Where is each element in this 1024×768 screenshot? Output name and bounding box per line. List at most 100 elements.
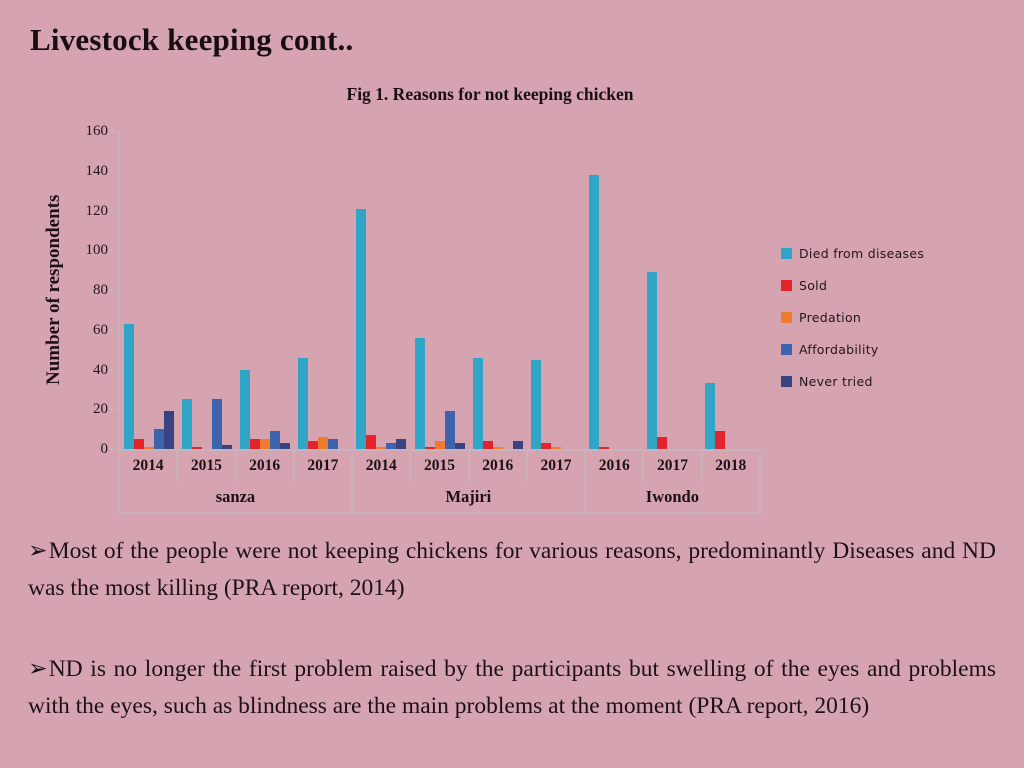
bar-affordability [154, 429, 165, 449]
bar-never-tried [454, 443, 465, 449]
y-tick-label: 100 [85, 242, 109, 259]
bar-predation [260, 439, 271, 449]
legend-swatch-icon [781, 376, 792, 387]
bar-sold [540, 443, 551, 449]
bar-sold [482, 441, 493, 449]
bar-group-2017 [527, 131, 585, 449]
bar-affordability [270, 431, 281, 449]
slide-title: Livestock keeping cont.. [30, 22, 354, 57]
arrow-bullet-icon: ➢ [28, 538, 48, 564]
year-label: 2016 [467, 451, 526, 481]
legend-item: Never tried [781, 374, 924, 389]
bar-group-2015 [410, 131, 468, 449]
y-tick-mark [109, 448, 116, 450]
region-label-sanza: sanza [215, 486, 256, 506]
bullet-text: Most of the people were not keeping chic… [28, 538, 996, 601]
bar-predation [550, 447, 561, 449]
legend-swatch-icon [781, 312, 792, 323]
bar-died-from-diseases [298, 357, 309, 449]
year-label: 2015 [409, 451, 467, 481]
category-axis: 2014 2015 2016 2017 2014 2015 2016 2017 2016 2017… [118, 451, 761, 514]
y-tick-mark [109, 368, 116, 371]
bar-affordability [444, 411, 455, 449]
bar-affordability [328, 439, 339, 449]
bar-group-2014 [352, 131, 410, 449]
bar-predation [434, 441, 445, 449]
bar-sold [656, 437, 667, 449]
y-tick-mark [109, 130, 116, 132]
year-label: 2014 [351, 451, 409, 481]
arrow-bullet-icon: ➢ [28, 656, 48, 682]
y-tick-mark [109, 328, 116, 331]
legend-item: Affordability [781, 342, 924, 357]
bar-affordability [386, 443, 397, 449]
legend-label: Sold [799, 278, 828, 293]
year-label: 2017 [525, 451, 584, 481]
bar-predation [144, 447, 155, 449]
region-axis-row: sanza Majiri Iwondo [120, 481, 759, 512]
bar-died-from-diseases [588, 174, 599, 449]
bar-died-from-diseases [414, 337, 425, 449]
region-label-iwondo: Iwondo [583, 481, 759, 512]
y-tick-mark [109, 169, 116, 172]
y-tick-label: 60 [93, 321, 108, 338]
legend-swatch-icon [781, 248, 792, 259]
y-tick-label: 0 [100, 441, 109, 457]
bar-died-from-diseases [356, 208, 367, 449]
legend-label: Never tried [799, 374, 873, 389]
bar-died-from-diseases [704, 383, 715, 449]
bullet-paragraph: ➢ND is no longer the first problem raise… [28, 651, 996, 725]
year-label: 2015 [176, 451, 234, 481]
bar-died-from-diseases [530, 359, 541, 449]
bar-sold [366, 435, 377, 449]
legend-item: Sold [781, 278, 924, 293]
y-tick-mark [109, 209, 116, 212]
y-tick-mark [109, 408, 116, 411]
legend-label: Affordability [799, 342, 879, 357]
bar-died-from-diseases [240, 369, 251, 449]
legend-label: Died from diseases [799, 246, 925, 261]
chart-legend: Died from diseases Sold Predation Affordabi… [781, 246, 924, 406]
bar-group-2016 [469, 131, 527, 449]
y-tick-mark [109, 289, 116, 291]
bar-chart: Fig 1. Reasons for not keeping chicken N… [43, 84, 924, 514]
bar-sold [598, 447, 609, 449]
bar-never-tried [280, 443, 291, 449]
y-tick-label: 40 [93, 361, 108, 378]
bar-group-2016 [236, 131, 294, 449]
bar-group-2015 [178, 131, 236, 449]
bar-never-tried [396, 439, 407, 449]
bar-never-tried [222, 445, 233, 449]
year-label: 2016 [234, 451, 293, 481]
bar-sold [424, 447, 435, 449]
bar-group-2018 [701, 131, 759, 449]
bar-affordability [212, 399, 223, 449]
plot-area [118, 131, 759, 451]
bar-group-2014 [120, 131, 178, 449]
year-label: 2018 [700, 451, 759, 481]
bar-predation [318, 437, 329, 449]
bar-group-2016 [585, 131, 643, 449]
bar-never-tried [164, 411, 175, 449]
bar-died-from-diseases [124, 323, 135, 449]
year-axis-row: 2014 2015 2016 2017 2014 2015 2016 2017 2016 2017… [120, 451, 759, 481]
y-tick-label: 20 [93, 401, 108, 418]
bullet-text-block: ➢Most of the people were not keeping chi… [28, 533, 996, 768]
bar-sold [192, 447, 203, 449]
bullet-paragraph: ➢Most of the people were not keeping chi… [28, 533, 996, 607]
bar-sold [250, 439, 261, 449]
y-tick-mark [109, 249, 116, 252]
bar-predation [376, 447, 387, 449]
y-tick-label: 80 [93, 282, 108, 298]
year-label: 2017 [292, 451, 351, 481]
legend-item: Died from diseases [781, 246, 924, 261]
bullet-text: ND is no longer the first problem raised… [28, 656, 996, 719]
region-label-majiri: Majiri [350, 481, 584, 512]
y-tick-label: 160 [85, 123, 109, 139]
legend-swatch-icon [781, 280, 792, 291]
bar-sold [308, 441, 319, 449]
year-label: 2014 [132, 457, 164, 474]
legend-label: Predation [799, 310, 862, 325]
bar-predation [492, 447, 503, 449]
